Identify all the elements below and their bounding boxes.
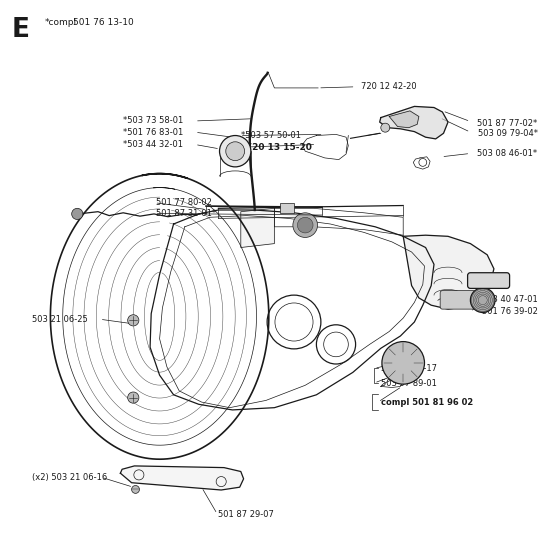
Circle shape bbox=[128, 392, 139, 403]
Circle shape bbox=[297, 217, 313, 233]
Text: 503 40 47-01: 503 40 47-01 bbox=[482, 295, 538, 304]
Text: *503 73 58-01: *503 73 58-01 bbox=[123, 116, 184, 125]
Polygon shape bbox=[120, 466, 244, 490]
Text: 501 76 39-02: 501 76 39-02 bbox=[482, 307, 538, 316]
FancyBboxPatch shape bbox=[440, 291, 475, 309]
Text: compl 501 81 96 02: compl 501 81 96 02 bbox=[381, 398, 473, 407]
Text: E: E bbox=[11, 17, 29, 43]
FancyBboxPatch shape bbox=[280, 203, 294, 213]
Circle shape bbox=[293, 213, 318, 237]
Text: *503 57 50-01: *503 57 50-01 bbox=[241, 131, 301, 140]
Text: 501 87 31-01*: 501 87 31-01* bbox=[156, 209, 216, 218]
Text: 501 87 29-07: 501 87 29-07 bbox=[218, 510, 274, 519]
Text: 503 26 30-17: 503 26 30-17 bbox=[381, 364, 437, 373]
Text: 503 09 79-04*: 503 09 79-04* bbox=[478, 129, 538, 138]
Polygon shape bbox=[389, 111, 419, 128]
Circle shape bbox=[128, 315, 139, 326]
Text: 503 21 06-25: 503 21 06-25 bbox=[32, 315, 88, 324]
Text: 501 87 77-02*: 501 87 77-02* bbox=[477, 119, 538, 128]
Text: (x2) 503 21 06-16: (x2) 503 21 06-16 bbox=[32, 473, 108, 482]
Text: *720 13 15-20: *720 13 15-20 bbox=[241, 143, 312, 152]
Polygon shape bbox=[380, 106, 448, 139]
Text: *503 44 32-01: *503 44 32-01 bbox=[123, 140, 183, 149]
Circle shape bbox=[226, 142, 245, 161]
Circle shape bbox=[470, 288, 495, 312]
Text: 503 08 46-01*: 503 08 46-01* bbox=[478, 150, 538, 158]
Text: 501 76 13-10: 501 76 13-10 bbox=[73, 18, 133, 27]
Polygon shape bbox=[241, 208, 274, 248]
Circle shape bbox=[220, 136, 251, 167]
Text: 720 12 42-20: 720 12 42-20 bbox=[361, 82, 417, 91]
Circle shape bbox=[381, 123, 390, 132]
Text: *501 76 83-01: *501 76 83-01 bbox=[123, 128, 184, 137]
Circle shape bbox=[72, 208, 83, 220]
Circle shape bbox=[382, 342, 424, 384]
Text: 503 57 89-01: 503 57 89-01 bbox=[381, 379, 437, 388]
Circle shape bbox=[132, 486, 139, 493]
Text: 501 77 80-02: 501 77 80-02 bbox=[156, 198, 212, 207]
Polygon shape bbox=[403, 235, 494, 309]
FancyBboxPatch shape bbox=[468, 273, 510, 288]
Text: *compl: *compl bbox=[45, 18, 77, 27]
